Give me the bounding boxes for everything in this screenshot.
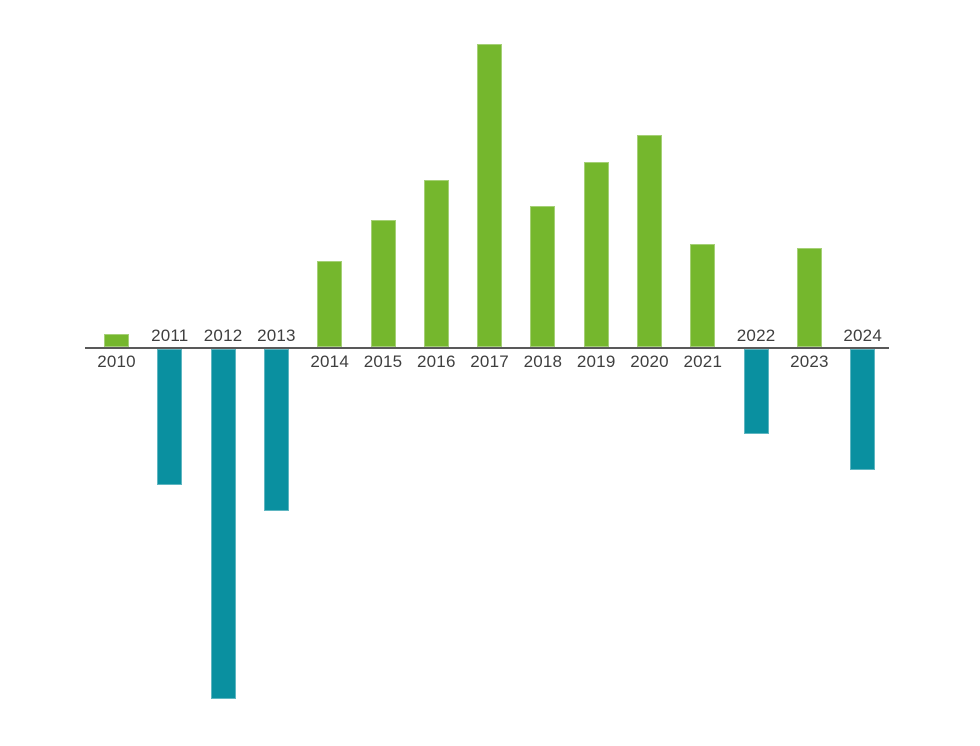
bar-2015 bbox=[370, 220, 396, 347]
x-axis-line bbox=[85, 347, 889, 349]
bar-2024 bbox=[850, 349, 876, 470]
bar-2023 bbox=[796, 248, 822, 347]
bar-2014 bbox=[317, 261, 343, 347]
x-axis-label-2014: 2014 bbox=[310, 352, 349, 371]
x-axis-label-2021: 2021 bbox=[683, 352, 723, 371]
x-axis-label-2022: 2022 bbox=[736, 326, 776, 345]
x-axis-label-2023: 2023 bbox=[790, 352, 829, 371]
x-axis-label-2010: 2010 bbox=[97, 352, 136, 371]
bar-2011 bbox=[157, 349, 183, 485]
bar-2020 bbox=[637, 135, 662, 347]
bar-2016 bbox=[423, 180, 449, 347]
x-axis-label-2013: 2013 bbox=[257, 326, 296, 345]
bar-2012 bbox=[210, 349, 236, 699]
x-axis-label-2017: 2017 bbox=[470, 352, 509, 371]
x-axis-label-2011: 2011 bbox=[151, 326, 189, 345]
x-axis-label-2024: 2024 bbox=[843, 326, 882, 345]
bar-2018 bbox=[530, 206, 556, 347]
bar-2022 bbox=[743, 349, 769, 434]
x-axis-label-2012: 2012 bbox=[203, 326, 243, 345]
x-axis-label-2020: 2020 bbox=[630, 352, 669, 371]
x-axis-label-2015: 2015 bbox=[363, 352, 403, 371]
bar-2017 bbox=[477, 44, 503, 347]
x-axis-label-2018: 2018 bbox=[523, 352, 563, 371]
x-axis-label-2016: 2016 bbox=[416, 352, 456, 371]
x-axis-label-2019: 2019 bbox=[576, 352, 616, 371]
bar-2010 bbox=[104, 334, 129, 347]
bar-2021 bbox=[690, 244, 716, 347]
bar-2019 bbox=[583, 162, 609, 347]
bar-2013 bbox=[263, 349, 289, 511]
